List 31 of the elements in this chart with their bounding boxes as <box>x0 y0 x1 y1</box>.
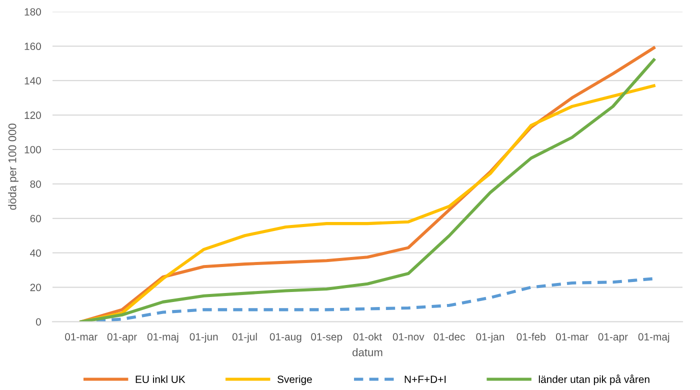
x-tick-label: 01-jan <box>476 332 504 343</box>
x-tick-label: 01-apr <box>598 333 628 343</box>
y-tick-label: 160 <box>24 42 41 50</box>
legend-label: EU inkl UK <box>136 375 186 384</box>
x-tick-label: 01-mar <box>556 333 588 341</box>
y-tick-label: 120 <box>24 112 41 119</box>
x-tick-label: 01-dec <box>434 332 465 341</box>
y-tick-label: 80 <box>30 180 41 188</box>
y-tick-label: 140 <box>24 77 41 84</box>
x-tick-label: 01-feb <box>516 332 546 341</box>
y-tick-label: 20 <box>30 284 41 292</box>
x-tick-label: 01-nov <box>392 333 424 341</box>
legend-label: länder utan pik på våren <box>538 374 650 386</box>
x-tick-label: 01-maj <box>147 332 178 343</box>
x-tick-label: 01-sep <box>311 333 342 343</box>
y-tick-label: 40 <box>30 249 41 257</box>
y-tick-label: 0 <box>36 318 41 326</box>
x-tick-label: 01-aug <box>270 333 302 343</box>
y-tick-label: 180 <box>24 8 41 16</box>
x-tick-label: 01-apr <box>107 333 137 343</box>
y-tick-label: 60 <box>30 214 41 222</box>
x-axis-title: datum <box>352 348 382 356</box>
x-tick-label: 01-mar <box>65 333 98 341</box>
x-tick-label: 01-jun <box>190 332 218 343</box>
legend-label: N+F+D+I <box>404 376 446 383</box>
x-tick-label: 01-maj <box>638 332 670 343</box>
legend-label: Sverige <box>278 375 312 386</box>
y-tick-label: 100 <box>24 146 41 154</box>
x-tick-label: 01-okt <box>353 332 382 341</box>
y-axis-title: döda per 100 000 <box>8 124 18 210</box>
x-tick-label: 01-jul <box>232 332 257 343</box>
